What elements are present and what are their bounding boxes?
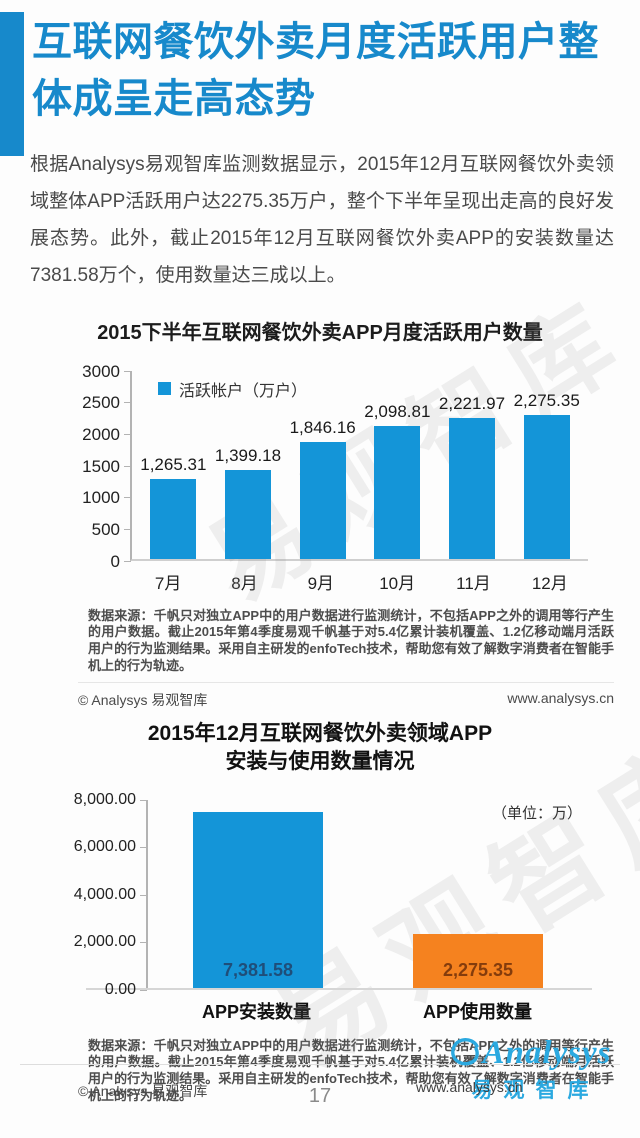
bar-group: 7,381.58	[148, 812, 368, 988]
y-tick-label: 0	[110, 551, 120, 571]
source-note-1: 数据来源：千帆只对独立APP中的用户数据进行监测统计，不包括APP之外的调用等行…	[88, 607, 614, 673]
bar	[523, 414, 570, 559]
bar-value-label: 2,275.35	[513, 390, 580, 410]
page-header: 互联网餐饮外卖月度活跃用户整体成呈走高态势	[0, 0, 640, 156]
bar	[150, 478, 197, 559]
unit-label: （单位：万）	[491, 804, 582, 822]
y-tick-mark	[124, 529, 131, 531]
x-axis-label: 10月	[379, 573, 416, 593]
chart2-baseline	[86, 987, 592, 990]
legend-swatch	[158, 382, 171, 396]
bar	[225, 470, 271, 559]
y-tick-mark	[124, 370, 131, 372]
y-tick-label: 8,000.00	[73, 790, 136, 808]
bar-group: 1,846.16	[285, 418, 360, 559]
bar-value-label: 1,846.16	[289, 417, 356, 437]
y-tick-mark	[124, 434, 131, 436]
bar-value-label: 2,275.35	[442, 959, 514, 980]
bar-group: 2,098.81	[360, 402, 435, 559]
y-tick-label: 1000	[82, 488, 120, 508]
source-note-2: 数据来源：千帆只对独立APP中的用户数据进行监测统计，不包括APP之外的调用等行…	[88, 1037, 614, 1103]
y-tick-label: 6,000.00	[73, 838, 136, 856]
y-tick-mark	[124, 560, 131, 562]
credit-row: © Analysys 易观智库 www.analysys.cn	[78, 682, 614, 710]
y-tick-mark	[140, 799, 147, 801]
chart2-plot: 易观智库 （单位：万） 7,381.58 2,275.35	[86, 716, 640, 1091]
footer-copyright: © Analysys 易观智库	[78, 1083, 208, 1099]
bar-group: 2,275.35	[509, 391, 584, 559]
header-accent-bar	[0, 12, 24, 156]
chart2: 易观智库 （单位：万） 7,381.58 2,275.35 8,000.00 6,0…	[74, 716, 640, 1092]
bar	[299, 441, 346, 559]
x-axis-label: 8月	[231, 573, 258, 593]
analysys-logo: Analysys 易观智库 www.analysys.cn	[416, 1035, 628, 1104]
bar-value-label: 1,399.18	[214, 446, 282, 466]
x-axis-label: APP安装数量	[201, 1001, 311, 1022]
y-tick-mark	[140, 847, 147, 849]
chart1-plot: 易观智库 活跃帐户（万户） 1,265.311,399.181,846.162,…	[124, 278, 640, 623]
bar-group: 2,221.97	[435, 394, 510, 559]
intro-paragraph: 根据Analysys易观智库监测数据显示，2015年12月互联网餐饮外卖领域整体…	[30, 153, 614, 286]
y-tick-label: 2,000.00	[73, 933, 136, 951]
y-tick-mark	[124, 402, 131, 404]
y-tick-label: 2500	[82, 393, 120, 413]
chart2-title-line2: 安装与使用数量情况	[225, 750, 415, 773]
bar-value-label: 1,265.31	[140, 454, 207, 474]
chart1-legend: 活跃帐户（万户）	[158, 377, 307, 401]
page-title: 互联网餐饮外卖月度活跃用户整体成呈走高态势	[32, 20, 599, 121]
y-tick-label: 0.00	[104, 980, 136, 998]
bar-group: 1,265.31	[136, 455, 211, 559]
y-tick-mark	[140, 989, 147, 991]
page-footer: © Analysys 易观智库 17 Analysys 易观智库 www.ana…	[0, 1035, 640, 1107]
chart2-title-line1: 2015年12月互联网餐饮外卖领域APP	[147, 722, 493, 746]
bar-value-label: 7,381.58	[222, 959, 294, 980]
website-text: www.analysys.cn	[507, 690, 614, 707]
bar-group: 2,275.35	[368, 933, 588, 988]
legend-label: 活跃帐户（万户）	[179, 382, 308, 400]
logo-wordmark: Analysys	[482, 1035, 612, 1071]
y-tick-mark	[124, 465, 131, 467]
x-axis-label: APP使用数量	[422, 1001, 532, 1022]
y-tick-mark	[140, 942, 147, 944]
bar	[374, 425, 421, 559]
footer-website: www.analysys.cn	[416, 1079, 523, 1095]
footer-divider	[20, 1064, 620, 1065]
copyright-text: © Analysys 易观智库	[78, 692, 208, 709]
bar-group: 1,399.18	[211, 446, 286, 559]
x-axis-label: 7月	[154, 573, 182, 593]
chart1-title: 2015下半年互联网餐饮外卖APP月度活跃用户数量	[97, 321, 543, 344]
y-tick-label: 3000	[82, 361, 120, 381]
y-tick-label: 4,000.00	[73, 885, 136, 903]
bar: 7,381.58	[193, 812, 323, 988]
y-tick-label: 1500	[82, 456, 120, 476]
bar-value-label: 2,098.81	[364, 401, 431, 421]
logo-chinese-name: 易观智库	[471, 1079, 600, 1102]
y-tick-label: 500	[91, 520, 120, 540]
page-number: 17	[308, 1085, 332, 1107]
x-axis-label: 11月	[456, 573, 491, 593]
chart1-x-axis: 7月 8月 9月 10月 11月 12月	[130, 569, 588, 594]
bar	[449, 418, 496, 559]
bar: 2,275.35	[413, 933, 543, 988]
chart1: 易观智库 活跃帐户（万户） 1,265.311,399.181,846.162,…	[82, 278, 640, 623]
bar-value-label: 2,221.97	[438, 394, 506, 414]
y-tick-mark	[140, 894, 147, 896]
y-tick-mark	[124, 497, 131, 499]
chart2-title: 2015年12月互联网餐饮外卖领域APP 安装与使用数量情况	[0, 720, 640, 775]
chart2-x-axis: APP安装数量 APP使用数量	[146, 998, 588, 1024]
x-axis-label: 9月	[307, 573, 335, 593]
y-tick-label: 2000	[82, 425, 120, 445]
x-axis-label: 12月	[531, 573, 568, 593]
logo-swirl-icon	[448, 1035, 482, 1072]
